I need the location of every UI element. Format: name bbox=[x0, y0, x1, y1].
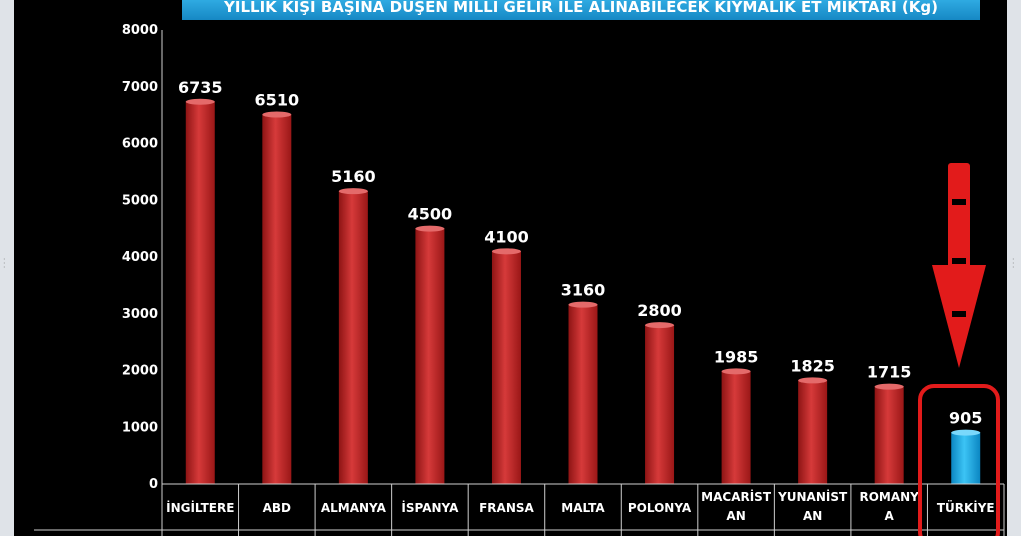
highlight-annotation bbox=[918, 163, 1000, 536]
bar-abd bbox=[262, 114, 292, 485]
bar-i̇spanya bbox=[415, 228, 445, 484]
bar-cap bbox=[874, 383, 904, 390]
bar-chart: YILLIK KİŞİ BAŞINA DÜŞEN MİLLİ GELİR İLE… bbox=[34, 0, 1005, 536]
x-tick-label: MALTA bbox=[561, 501, 605, 515]
shaft-gap-2 bbox=[952, 258, 966, 264]
down-arrow-shaft bbox=[948, 163, 970, 275]
x-tick-label: YUNANİST bbox=[777, 489, 848, 504]
x-tick-label: ABD bbox=[263, 501, 291, 515]
data-label: 6735 bbox=[178, 78, 223, 97]
highlight-box bbox=[918, 384, 1000, 536]
shaft-gap-3 bbox=[952, 311, 966, 317]
y-tick-label: 7000 bbox=[122, 80, 158, 95]
chart-frame: YILLIK KİŞİ BAŞINA DÜŞEN MİLLİ GELİR İLE… bbox=[14, 0, 1007, 536]
bar-yunani̇stan bbox=[798, 380, 828, 484]
data-label: 4100 bbox=[484, 227, 529, 246]
bar-cap bbox=[491, 248, 521, 255]
bar-romanya bbox=[874, 386, 904, 484]
title-band bbox=[182, 0, 980, 20]
x-tick-label: A bbox=[885, 509, 895, 523]
bar-cap bbox=[185, 98, 215, 105]
y-tick-label: 5000 bbox=[122, 193, 158, 208]
y-tick-label: 3000 bbox=[122, 307, 158, 322]
y-tick-label: 8000 bbox=[122, 23, 158, 38]
x-tick-label: ROMANY bbox=[859, 490, 919, 504]
x-tick-label: ALMANYA bbox=[321, 501, 387, 515]
bar-cap bbox=[951, 429, 981, 436]
x-tick-label: POLONYA bbox=[628, 501, 692, 515]
data-label: 1715 bbox=[867, 363, 912, 382]
bar-cap bbox=[645, 322, 675, 329]
y-tick-label: 6000 bbox=[122, 137, 158, 152]
bar-macari̇stan bbox=[721, 371, 751, 484]
x-tick-label: AN bbox=[726, 509, 745, 523]
bar-i̇ngi̇ltere bbox=[185, 101, 215, 484]
x-tick-label: İSPANYA bbox=[401, 500, 459, 515]
data-label: 1985 bbox=[714, 347, 759, 366]
y-tick-label: 2000 bbox=[122, 364, 158, 379]
bar-almanya bbox=[338, 191, 368, 485]
bar-polonya bbox=[645, 325, 675, 484]
x-tick-label: TÜRKİYE bbox=[937, 500, 995, 515]
data-label: 4500 bbox=[408, 205, 453, 224]
right-edge-handle[interactable]: · · · bbox=[1012, 255, 1015, 272]
bar-cap bbox=[568, 301, 598, 308]
data-label: 1825 bbox=[790, 356, 835, 375]
data-labels: 6735 6510 5160 4500 4100 3160 2800 1985 1825 1715… bbox=[178, 78, 982, 428]
data-label: 6510 bbox=[255, 91, 300, 110]
x-tick-label: AN bbox=[803, 509, 822, 523]
bar-fransa bbox=[491, 251, 521, 484]
data-label: 5160 bbox=[331, 167, 376, 186]
bar-cap bbox=[798, 377, 828, 384]
category-table: İNGİLTERE ABD ALMANYA İSPANYA FRANSA MALTA POL… bbox=[34, 483, 1005, 536]
bar-malta bbox=[568, 304, 598, 484]
left-edge-handle[interactable]: · · · bbox=[3, 255, 6, 272]
x-tick-label: FRANSA bbox=[479, 501, 534, 515]
y-tick-label: 0 bbox=[149, 477, 158, 492]
y-axis-ticks: 0 1000 2000 3000 4000 5000 6000 7000 8000 bbox=[122, 23, 158, 492]
bars bbox=[185, 98, 981, 485]
chart-title: YILLIK KİŞİ BAŞINA DÜŞEN MİLLİ GELİR İLE… bbox=[223, 0, 938, 16]
data-label: 3160 bbox=[561, 281, 606, 300]
bar-cap bbox=[262, 111, 292, 118]
bar-cap bbox=[338, 188, 368, 195]
x-tick-label: İNGİLTERE bbox=[166, 500, 234, 515]
y-tick-label: 1000 bbox=[122, 420, 158, 435]
shaft-gap-1 bbox=[952, 199, 966, 205]
data-label: 2800 bbox=[637, 301, 682, 320]
data-label: 905 bbox=[949, 409, 982, 428]
bar-türki̇ye bbox=[951, 432, 981, 484]
bar-cap bbox=[415, 225, 445, 232]
x-tick-label: MACARİST bbox=[701, 489, 772, 504]
bar-cap bbox=[721, 368, 751, 375]
y-tick-label: 4000 bbox=[122, 250, 158, 265]
